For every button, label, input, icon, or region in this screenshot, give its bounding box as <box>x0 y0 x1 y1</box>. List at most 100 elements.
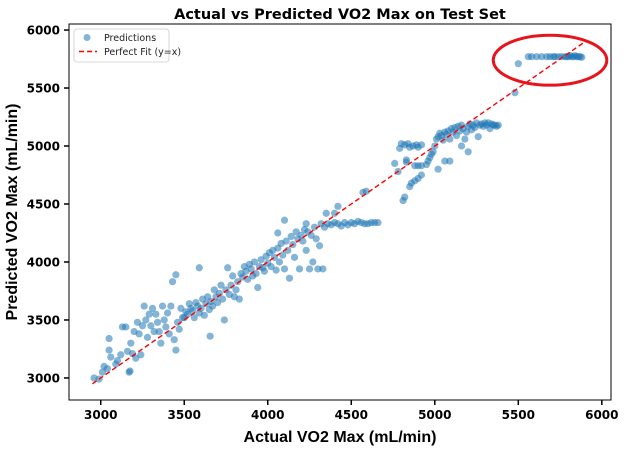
data-point <box>464 148 472 156</box>
x-axis-label: Actual VO2 Max (mL/min) <box>244 429 437 446</box>
data-point <box>274 229 282 237</box>
data-point <box>168 278 177 286</box>
data-point <box>105 334 113 343</box>
data-point <box>275 258 284 266</box>
data-point <box>150 327 158 336</box>
data-point <box>295 265 304 273</box>
data-point <box>229 272 237 280</box>
data-point <box>429 148 437 156</box>
data-point <box>417 141 426 149</box>
x-tick-label: 5500 <box>502 408 535 422</box>
data-point <box>217 281 225 289</box>
data-point <box>374 218 382 227</box>
data-point <box>254 283 262 292</box>
data-point <box>441 157 449 165</box>
data-point <box>334 202 342 210</box>
data-point <box>290 253 299 261</box>
data-point <box>167 302 175 310</box>
y-tick-label: 6000 <box>27 24 60 38</box>
data-point <box>209 302 217 310</box>
data-point <box>280 216 289 224</box>
data-point <box>299 237 307 245</box>
y-tick-label: 3000 <box>27 371 60 385</box>
data-point <box>138 322 147 330</box>
x-tick-label: 3500 <box>168 408 201 422</box>
x-tick-label: 4500 <box>335 408 368 422</box>
data-point <box>163 309 172 317</box>
data-point <box>135 330 143 338</box>
legend-box <box>73 28 170 63</box>
data-point <box>272 266 280 274</box>
data-point <box>234 278 242 286</box>
data-point <box>514 60 522 68</box>
y-tick-label: 5500 <box>27 82 60 96</box>
data-point <box>474 133 482 141</box>
data-point <box>170 336 178 344</box>
y-tick-label: 4000 <box>27 255 60 269</box>
data-point <box>214 298 222 307</box>
data-point <box>391 159 399 168</box>
data-point <box>157 339 165 347</box>
data-point <box>285 274 294 282</box>
data-point <box>267 263 275 271</box>
data-point <box>307 231 315 239</box>
data-point <box>260 267 269 275</box>
data-point <box>113 356 122 365</box>
data-point <box>280 265 289 273</box>
highlight-ellipse <box>491 33 609 87</box>
data-point <box>417 171 426 179</box>
data-point <box>538 53 546 61</box>
data-point <box>457 142 466 150</box>
data-point <box>183 310 192 318</box>
data-point <box>533 53 541 61</box>
data-point <box>107 353 115 361</box>
legend-marker-predictions <box>83 34 91 41</box>
data-point <box>322 209 330 217</box>
y-tick-label: 3500 <box>27 313 60 327</box>
data-point <box>446 157 454 165</box>
data-point <box>287 232 295 241</box>
data-point <box>319 265 327 273</box>
data-point <box>126 367 134 375</box>
data-point <box>206 332 214 340</box>
data-point <box>172 346 180 354</box>
data-point <box>140 302 148 310</box>
data-point <box>105 346 113 354</box>
data-point <box>152 310 160 318</box>
data-point <box>200 311 208 319</box>
data-point <box>315 242 324 250</box>
data-point <box>314 265 322 273</box>
data-point <box>195 264 203 272</box>
data-point <box>160 316 168 324</box>
data-point <box>143 333 152 341</box>
data-point <box>461 135 469 143</box>
legend: Predictions Perfect Fit (y=x) <box>73 28 181 63</box>
data-point <box>155 327 163 336</box>
data-point <box>127 339 135 347</box>
perfect-fit-line <box>91 41 586 385</box>
data-point <box>247 265 255 273</box>
data-point <box>147 322 155 330</box>
data-point <box>148 304 157 312</box>
data-point <box>312 235 320 243</box>
y-axis-label: Predicted VO2 Max (mL/min) <box>4 104 21 321</box>
data-point <box>172 271 180 279</box>
data-point <box>117 351 125 359</box>
data-point <box>528 53 536 61</box>
data-point <box>302 220 310 228</box>
data-point <box>401 193 409 201</box>
data-point <box>279 251 287 259</box>
data-point <box>158 302 167 310</box>
data-point <box>219 295 227 303</box>
data-point <box>250 258 258 266</box>
data-point <box>232 286 240 294</box>
data-point <box>98 368 107 376</box>
x-axis-ticks: 3000 3500 4000 4500 5000 5500 6000 <box>84 400 619 422</box>
data-point <box>224 264 232 272</box>
data-point <box>122 323 130 331</box>
data-point <box>142 316 150 324</box>
legend-label-fit: Perfect Fit (y=x) <box>104 47 181 58</box>
chart-title: Actual vs Predicted VO2 Max on Test Set <box>174 7 506 23</box>
data-point <box>578 53 586 61</box>
